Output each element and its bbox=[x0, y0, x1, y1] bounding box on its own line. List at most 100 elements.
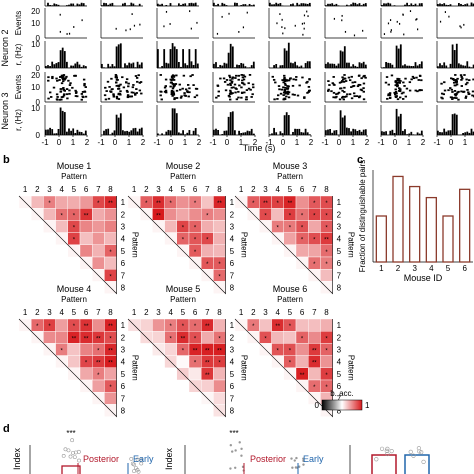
significance-mark: * bbox=[218, 262, 221, 268]
raster-tick bbox=[450, 96, 454, 99]
raster-tick bbox=[56, 79, 59, 82]
x-tick-label: -1 bbox=[433, 138, 441, 147]
raster-tick bbox=[363, 74, 366, 77]
raster-tick bbox=[59, 88, 62, 90]
bar bbox=[459, 188, 471, 263]
psth-bar bbox=[111, 2, 114, 6]
pattern-number-row: 2 bbox=[337, 210, 342, 219]
psth-bar bbox=[294, 128, 296, 135]
significance-mark: * bbox=[182, 226, 185, 232]
raster-tick bbox=[357, 83, 360, 86]
psth-bar bbox=[402, 65, 404, 68]
raster-tick bbox=[341, 78, 345, 81]
pattern-number-row: 7 bbox=[230, 271, 235, 280]
significance-mark: ** bbox=[263, 201, 268, 207]
raster-tick bbox=[399, 96, 402, 99]
raster-tick bbox=[443, 81, 446, 84]
raster-tick bbox=[112, 94, 115, 97]
raster-tick bbox=[251, 83, 255, 86]
significance-mark: * bbox=[277, 201, 280, 207]
raster-tick bbox=[403, 33, 405, 36]
psth-bar bbox=[449, 4, 452, 6]
matrix-cell bbox=[55, 195, 68, 209]
psth-bar bbox=[358, 3, 361, 6]
significance-mark: *** bbox=[229, 429, 238, 438]
pattern-number-col: 8 bbox=[217, 185, 222, 194]
raster-tick bbox=[440, 82, 443, 85]
raster-tick bbox=[172, 85, 175, 88]
pattern-number-row: 3 bbox=[121, 346, 126, 355]
psth-bar bbox=[130, 2, 133, 6]
raster-tick bbox=[331, 82, 334, 85]
psth-bar bbox=[337, 63, 340, 68]
psth-bar bbox=[460, 3, 462, 6]
psth-bar bbox=[300, 132, 303, 135]
significance-mark: ** bbox=[72, 336, 77, 342]
psth-bar bbox=[215, 128, 217, 135]
raster-tick bbox=[66, 97, 69, 100]
psth-bar bbox=[61, 110, 64, 135]
raster-tick bbox=[65, 75, 68, 78]
matrix-cell bbox=[295, 318, 309, 332]
raster-tick bbox=[62, 94, 66, 97]
raster-tick bbox=[402, 98, 405, 100]
psth-bar bbox=[180, 66, 182, 68]
raster-tick bbox=[229, 89, 232, 92]
significance-mark: * bbox=[97, 201, 100, 207]
y-tick-bottom: 0 bbox=[36, 34, 41, 43]
psth-bar bbox=[57, 4, 60, 6]
matrix-cell bbox=[213, 207, 226, 221]
psth-bar bbox=[161, 66, 163, 68]
psth-bar bbox=[223, 62, 226, 68]
significance-mark: * bbox=[301, 226, 304, 232]
significance-mark: * bbox=[194, 250, 197, 256]
raster-tick bbox=[60, 74, 64, 77]
psth-bar bbox=[420, 3, 423, 6]
psth-bar bbox=[215, 5, 217, 6]
psth-bar bbox=[66, 131, 68, 135]
raster-tick bbox=[468, 79, 471, 82]
matrix-cell bbox=[200, 244, 214, 258]
raster-tick bbox=[286, 93, 290, 95]
psth-bar bbox=[339, 50, 342, 68]
significance-mark: * bbox=[252, 324, 255, 330]
raster-tick bbox=[360, 77, 363, 80]
psth-bar bbox=[404, 129, 406, 135]
psth-bar bbox=[443, 3, 446, 6]
raster-tick bbox=[393, 93, 397, 96]
psth-bar bbox=[329, 63, 331, 68]
matrix-cell bbox=[320, 318, 333, 332]
psth-bar bbox=[304, 63, 307, 68]
raster-tick bbox=[55, 93, 59, 96]
psth-bar bbox=[173, 108, 176, 135]
psth-bar bbox=[416, 132, 419, 135]
psth-bar bbox=[348, 62, 350, 68]
x-tick-label: 2 bbox=[85, 138, 90, 147]
y-tick-bottom: 0 bbox=[36, 131, 41, 140]
raster-tick bbox=[451, 98, 454, 100]
raster-tick bbox=[62, 80, 65, 83]
psth-bar bbox=[269, 2, 271, 6]
raster-tick bbox=[332, 96, 335, 99]
psth-bar bbox=[217, 129, 219, 135]
raster-tick bbox=[240, 96, 243, 99]
psth-bar bbox=[136, 61, 139, 68]
pattern-number-row: 2 bbox=[230, 210, 235, 219]
significance-mark: * bbox=[73, 213, 76, 219]
psth-bar bbox=[281, 133, 284, 135]
psth-bar bbox=[300, 3, 303, 6]
matrix-cell bbox=[104, 256, 117, 270]
psth-bar bbox=[66, 5, 68, 6]
raster-tick bbox=[402, 91, 405, 94]
significance-mark: ** bbox=[288, 201, 293, 207]
raster-tick bbox=[217, 94, 220, 97]
psth-bar bbox=[285, 112, 288, 135]
pattern-number-col: 7 bbox=[96, 308, 101, 317]
mouse-title: Mouse 3 bbox=[273, 161, 308, 171]
raster-tick bbox=[103, 94, 107, 97]
raster-tick bbox=[409, 10, 412, 13]
raster-tick bbox=[282, 91, 286, 94]
psth-bar bbox=[49, 4, 51, 6]
raster-tick bbox=[333, 17, 336, 20]
data-point bbox=[384, 448, 389, 453]
